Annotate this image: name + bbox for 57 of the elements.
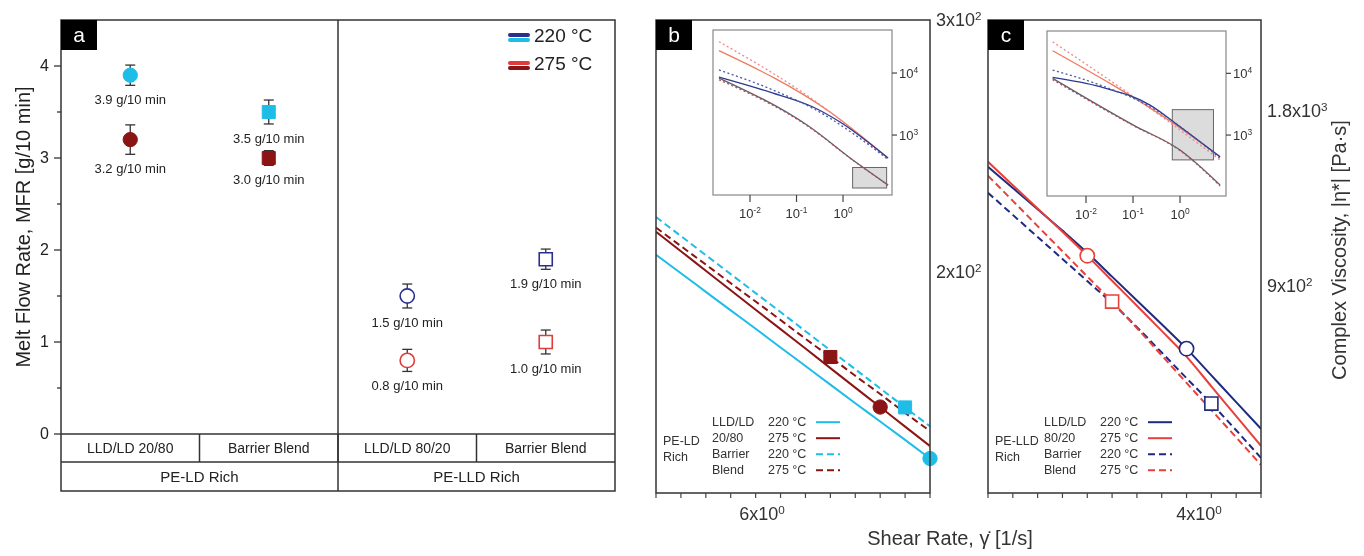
y-tick-label: 0 [40,425,50,442]
x-tick-label: 10$^{-1}$ [785,205,808,221]
x-tick-label: 10$^{-2}$ [1075,206,1098,222]
text: PE-LD Rich [160,468,239,485]
y-tick-label: 1.8x10$^{3}$ [1267,99,1328,122]
y-tick-label: 3x10$^{2}$ [936,8,982,31]
chart-title: a [73,23,86,46]
data-label: 0.8 g/10 min [371,378,444,394]
y-tick-label: 4 [40,57,50,74]
legend-label: 275 °C [534,53,593,74]
chart-title: c [1000,23,1012,46]
legend-label: 275 °C [1100,431,1139,446]
legend-label: 220 °C [768,415,807,430]
text: PE-LLD Rich [433,468,520,485]
y-tick-label: 10$^{4}$ [899,64,919,81]
y-tick-label: 10$^{3}$ [899,126,919,143]
legend-title: PE-LD Rich [663,434,700,464]
data-label: 3.0 g/10 min [232,172,305,188]
chart-title: b [668,23,680,46]
data-label: 1.9 g/10 min [509,276,582,292]
legend-label: 220 °C [1100,447,1139,462]
legend-label: 275 °C [1100,463,1139,478]
legend-label: 220 °C [1100,415,1139,430]
data-label: 3.2 g/10 min [94,161,167,177]
y-tick-label: 9x10$^{2}$ [1267,274,1313,297]
y-tick-label: 3 [40,149,50,166]
x-tick-label: Barrier Blend [504,440,587,456]
x-tick-label: 10$^{-1}$ [1122,206,1145,222]
data-label: 1.0 g/10 min [509,360,582,376]
y-tick-label: 10$^{4}$ [1233,64,1253,81]
x-tick-label: 10$^{0}$ [1170,206,1190,222]
data-label: 1.5 g/10 min [371,314,444,330]
x-tick-label: Barrier Blend [227,440,310,456]
legend-label: 220 °C [534,25,593,46]
point [1104,294,1120,309]
x-tick-label: LLD/LD 20/80 [87,440,174,456]
x-tick-label: 10$^{0}$ [833,205,853,221]
y-tick-label: 2 [40,241,50,258]
y-tick-label: 1 [40,333,50,350]
point [1204,396,1219,411]
y-axis-title: Complex Viscosity, |η*| [Pa·s] [1328,120,1350,380]
point [1079,247,1096,264]
legend-label: 275 °C [768,431,807,446]
data-label: 3.5 g/10 min [232,130,305,146]
legend-label: 275 °C [768,463,807,478]
legend-label: 220 °C [768,447,807,462]
x-tick-label: LLD/LD 80/20 [364,440,451,456]
y-axis-title: Melt Flow Rate, MFR [g/10 min] [12,86,34,368]
y-tick-label: 10$^{3}$ [1233,126,1253,143]
x-axis-title: Shear Rate, γ̇ [1/s] [867,527,1033,549]
text: 4x10$^{0}$ [1176,502,1223,524]
x-tick-label: 10$^{-2}$ [739,205,762,221]
legend-title: PE-LLD Rich [995,434,1039,464]
data-label: 3.9 g/10 min [94,92,167,108]
point [1178,340,1195,357]
text: 6x10$^{0}$ [739,502,786,524]
y-tick-label: 2x10$^{2}$ [936,260,982,282]
